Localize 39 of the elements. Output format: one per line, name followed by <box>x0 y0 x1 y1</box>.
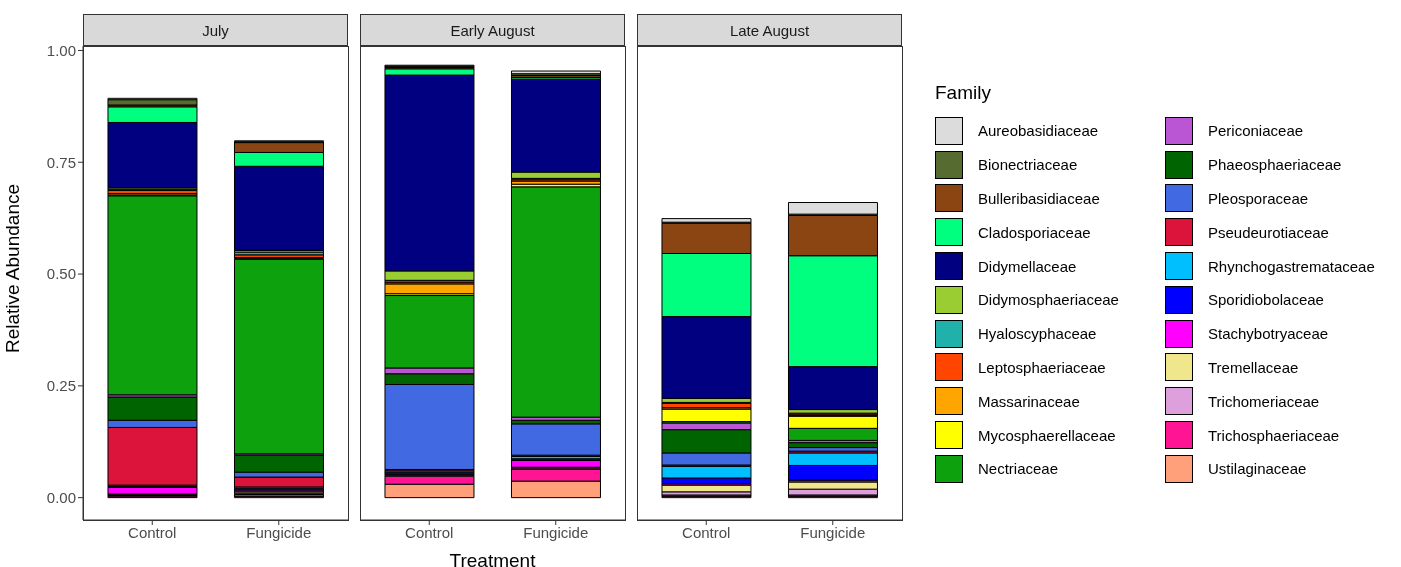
legend-label: Didymellaceae <box>978 257 1078 275</box>
legend-label: Bulleribasidiaceae <box>978 189 1101 207</box>
legend-label: Aureobasidiaceae <box>978 122 1100 140</box>
x-tick-label: Fungicide <box>523 523 589 541</box>
x-tick-label: Fungicide <box>246 523 312 541</box>
legend-title: Family <box>935 81 992 105</box>
x-tick-label: Control <box>682 523 731 541</box>
y-tick-label: 0.00 <box>46 488 76 506</box>
legend-label: Periconiaceae <box>1208 122 1305 140</box>
legend-label: Cladosporiaceae <box>978 223 1092 241</box>
legend-label: Tremellaceae <box>1208 358 1300 376</box>
y-tick-label: 1.00 <box>46 41 76 59</box>
x-tick-label: Control <box>128 523 177 541</box>
legend-label: Pleosporaceae <box>1208 189 1310 207</box>
legend-label: Massarinaceae <box>978 392 1081 410</box>
legend-label: Rhynchogastremataceae <box>1208 257 1376 275</box>
y-tick-label: 0.50 <box>46 265 76 283</box>
legend-label: Phaeosphaeriaceae <box>1208 156 1343 174</box>
y-tick-label: 0.25 <box>46 377 76 395</box>
legend-label: Didymosphaeriaceae <box>978 291 1120 309</box>
x-tick-label: Fungicide <box>800 523 866 541</box>
legend-label: Hyaloscyphaceae <box>978 325 1098 343</box>
legend-label: Trichosphaeriaceae <box>1208 426 1341 444</box>
legend-label: Trichomeriaceae <box>1208 392 1321 410</box>
legend-label: Stachybotryaceae <box>1208 325 1330 343</box>
legend-label: Nectriaceae <box>978 460 1060 478</box>
legend-label: Mycosphaerellaceae <box>978 426 1117 444</box>
legend-label: Ustilaginaceae <box>1208 460 1308 478</box>
legend-label: Sporidiobolaceae <box>1208 291 1325 309</box>
legend-label: Bionectriaceae <box>978 156 1079 174</box>
chart-title: Early August <box>360 14 625 46</box>
legend-label: Leptosphaeriaceae <box>978 358 1107 376</box>
x-axis-title: Treatment <box>449 550 537 567</box>
x-tick-label: Control <box>405 523 454 541</box>
chart-title: July <box>83 14 348 46</box>
legend-label: Pseudeurotiaceae <box>1208 223 1330 241</box>
y-tick-label: 0.75 <box>46 153 76 171</box>
chart-title: Late August <box>637 14 902 46</box>
y-axis-title: Relative Abundance <box>1 183 23 353</box>
